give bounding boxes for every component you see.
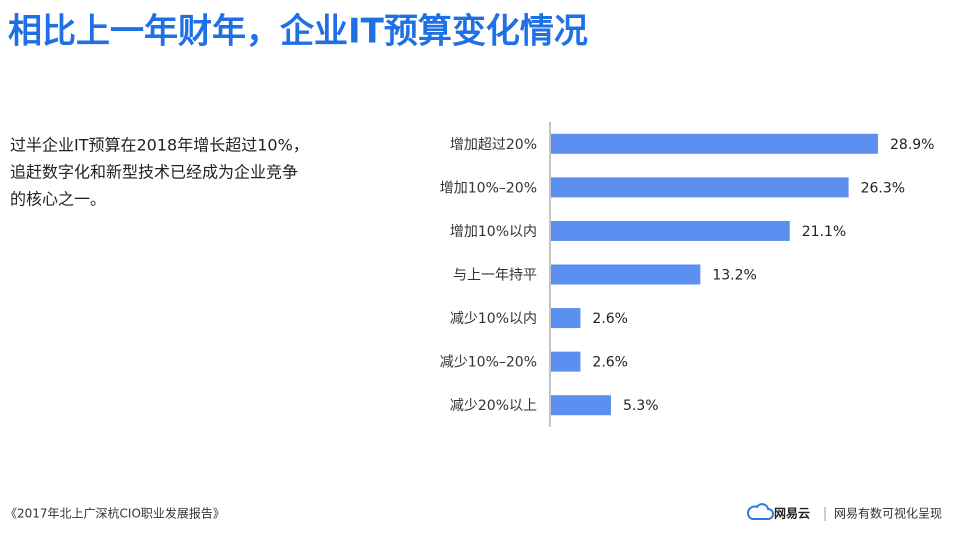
y-tick-label: 减少10%以内 [450, 311, 537, 327]
y-tick-label: 减少10%–20% [440, 355, 537, 371]
value-label: 26.3% [861, 180, 905, 196]
value-label: 5.3% [623, 398, 659, 414]
bar [551, 264, 701, 285]
value-label: 2.6% [592, 355, 628, 371]
y-tick-label: 与上一年持平 [453, 268, 537, 284]
y-tick-label: 减少20%以上 [450, 398, 537, 414]
bar [551, 395, 611, 416]
y-tick-label: 增加10%–20% [440, 180, 537, 196]
value-label: 2.6% [592, 311, 628, 327]
brand: 网易云 [774, 507, 810, 521]
description-line: 过半企业IT预算在2018年增长超过10%， [10, 136, 309, 155]
bar [551, 351, 581, 372]
value-label: 28.9% [890, 137, 934, 153]
bar [551, 220, 790, 241]
bar [551, 308, 581, 329]
y-tick-label: 增加10%以内 [450, 224, 537, 240]
description-line: 的核心之一。 [10, 190, 106, 209]
bar [551, 177, 849, 198]
bar [551, 133, 878, 154]
y-tick-label: 增加超过20% [450, 137, 537, 153]
chart-title: 相比上一年财年，企业IT预算变化情况 [8, 12, 588, 52]
credit: 网易有数可视化呈现 [834, 506, 942, 521]
source: 《2017年北上广深杭CIO职业发展报告》 [5, 506, 225, 521]
description-line: 追赶数字化和新型技术已经成为企业竞争 [10, 163, 298, 182]
value-label: 13.2% [712, 268, 756, 284]
value-label: 21.1% [802, 224, 846, 240]
brand-logo [747, 503, 774, 520]
